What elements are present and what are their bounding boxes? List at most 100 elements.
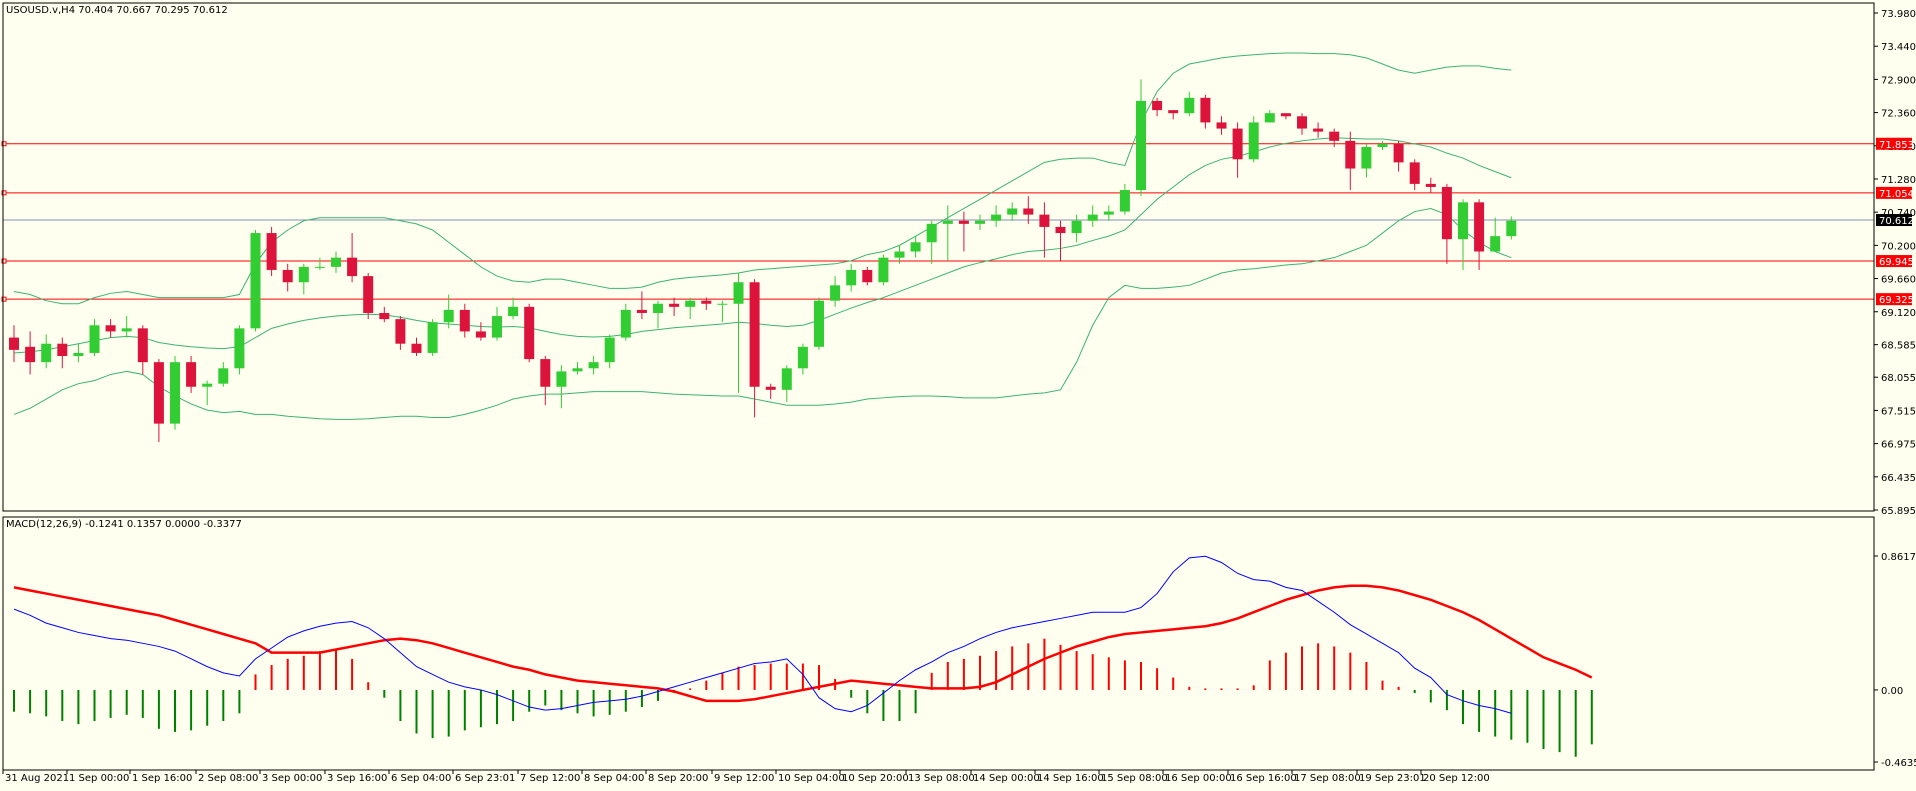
candle-body[interactable] (1152, 100, 1163, 111)
macd-panel[interactable] (13, 555, 1593, 757)
candle-body[interactable] (540, 359, 551, 387)
candle-body[interactable] (572, 368, 583, 372)
candle-body[interactable] (411, 343, 422, 353)
line-anchor[interactable] (1, 296, 7, 302)
candle-body[interactable] (1345, 140, 1356, 169)
candle-body[interactable] (395, 319, 406, 344)
candle-body[interactable] (443, 309, 454, 323)
candle-body[interactable] (73, 352, 84, 357)
candle-body[interactable] (636, 309, 647, 313)
candle-body[interactable] (314, 266, 325, 268)
candle-body[interactable] (1441, 186, 1452, 240)
candle-body[interactable] (234, 328, 245, 369)
candle-body[interactable] (1264, 113, 1275, 123)
line-anchor[interactable] (1, 141, 7, 147)
candle-body[interactable] (1425, 183, 1436, 187)
candle-body[interactable] (958, 220, 969, 224)
candle-body[interactable] (1119, 190, 1130, 212)
candle-body[interactable] (926, 223, 937, 243)
candle-body[interactable] (137, 328, 148, 363)
candle-body[interactable] (717, 303, 728, 305)
candle-body[interactable] (298, 266, 309, 283)
candle-body[interactable] (1506, 220, 1517, 237)
candle-body[interactable] (1313, 128, 1324, 132)
candle-body[interactable] (975, 220, 985, 224)
candle-body[interactable] (250, 233, 261, 329)
candle-body[interactable] (1458, 202, 1468, 240)
candle-body[interactable] (1007, 208, 1018, 215)
candle-body[interactable] (1409, 162, 1420, 184)
candle-body[interactable] (105, 325, 116, 332)
candle-body[interactable] (1490, 236, 1501, 252)
candle-body[interactable] (1297, 116, 1307, 129)
candle-body[interactable] (653, 303, 663, 313)
candle-body[interactable] (186, 362, 197, 387)
candle-body[interactable] (894, 251, 905, 258)
candle-body[interactable] (1280, 113, 1291, 117)
candle-body[interactable] (942, 220, 953, 224)
candle-body[interactable] (797, 346, 808, 369)
candle-body[interactable] (669, 303, 680, 307)
candle-body[interactable] (492, 316, 502, 338)
candle-body[interactable] (41, 343, 52, 363)
candle-body[interactable] (846, 269, 857, 286)
candle-body[interactable] (363, 276, 374, 313)
candle-body[interactable] (749, 282, 760, 387)
line-anchor[interactable] (1, 258, 7, 264)
candle-body[interactable] (508, 306, 519, 317)
candle-body[interactable] (1232, 128, 1243, 160)
candle-body[interactable] (1200, 97, 1211, 123)
candle-body[interactable] (170, 362, 180, 424)
candle-body[interactable] (266, 233, 277, 270)
candle-body[interactable] (1103, 211, 1114, 215)
candle-body[interactable] (1039, 214, 1050, 227)
candle-body[interactable] (331, 257, 341, 267)
candle-body[interactable] (347, 257, 358, 277)
candle-body[interactable] (1136, 100, 1146, 191)
candle-body[interactable] (427, 322, 438, 353)
candle-body[interactable] (830, 285, 841, 301)
candle-body[interactable] (524, 306, 535, 360)
candle-body[interactable] (991, 214, 1002, 221)
candle-body[interactable] (1474, 202, 1485, 252)
candle-body[interactable] (685, 300, 696, 307)
candle-body[interactable] (1055, 226, 1066, 234)
candle-body[interactable] (1087, 214, 1098, 221)
candle-body[interactable] (878, 257, 889, 283)
candle-body[interactable] (604, 337, 615, 363)
candle-body[interactable] (1184, 97, 1195, 114)
candle-body[interactable] (1329, 131, 1340, 141)
candle-body[interactable] (814, 300, 824, 347)
price-panel[interactable] (1, 52, 1874, 443)
candle-body[interactable] (1361, 147, 1372, 169)
candle-body[interactable] (862, 269, 873, 283)
candle-body[interactable] (25, 346, 36, 363)
candle-body[interactable] (282, 269, 293, 283)
candle-body[interactable] (733, 282, 744, 304)
candle-body[interactable] (202, 383, 213, 387)
candle-body[interactable] (1393, 143, 1404, 163)
candle-body[interactable] (1377, 143, 1388, 148)
candle-body[interactable] (588, 362, 599, 369)
candle-body[interactable] (475, 331, 486, 338)
candle-body[interactable] (765, 386, 776, 390)
candle-body[interactable] (910, 242, 921, 252)
candle-body[interactable] (1023, 208, 1034, 215)
candle-body[interactable] (121, 328, 132, 332)
candle-body[interactable] (153, 362, 164, 424)
candle-body[interactable] (379, 312, 390, 320)
candle-body[interactable] (9, 337, 19, 350)
candle-body[interactable] (89, 325, 100, 353)
candle-body[interactable] (1248, 122, 1259, 160)
candle-body[interactable] (1071, 220, 1082, 234)
candle-body[interactable] (1216, 122, 1227, 129)
candle-body[interactable] (781, 368, 792, 390)
candle-body[interactable] (620, 309, 631, 338)
candle-body[interactable] (556, 371, 567, 387)
candle-body[interactable] (218, 368, 229, 384)
candle-body[interactable] (57, 343, 68, 357)
candle-body[interactable] (1168, 110, 1179, 114)
candle-body[interactable] (701, 300, 712, 304)
line-anchor[interactable] (1, 190, 7, 196)
